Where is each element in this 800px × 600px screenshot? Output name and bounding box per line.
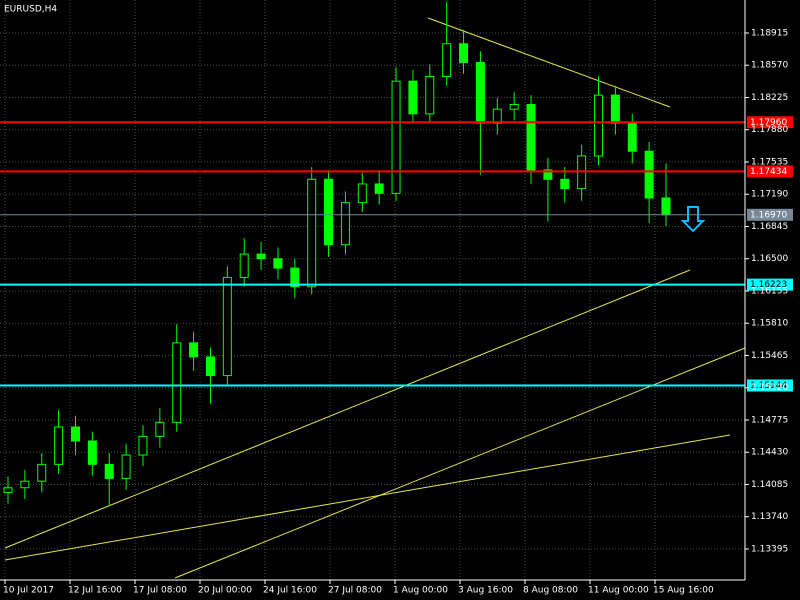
candle-body: [560, 178, 570, 190]
candle-body: [594, 94, 604, 157]
y-tick-label: 1.18915: [751, 28, 788, 38]
candle-body: [104, 463, 114, 479]
y-tick-label: 1.17880: [751, 125, 788, 135]
candle-body: [324, 178, 334, 246]
y-tick-label: 1.18225: [751, 93, 788, 103]
candle-body: [509, 104, 519, 110]
candle-body: [87, 440, 97, 465]
y-tick-label: 1.16155: [751, 286, 788, 296]
candle-body: [239, 253, 249, 278]
y-tick-label: 1.14430: [751, 448, 788, 458]
candle-body: [661, 197, 671, 216]
y-tick-label: 1.15120: [751, 383, 788, 393]
price-level-label: 1.17960: [750, 118, 787, 128]
x-tick-label: 27 Jul 08:00: [328, 586, 382, 596]
x-tick-label: 10 Jul 2017: [3, 586, 54, 596]
candle-body: [644, 150, 654, 199]
candles: [3, 1, 671, 507]
price-level-label: 1.16970: [750, 210, 787, 220]
candle-body: [408, 80, 418, 115]
x-tick-label: 1 Aug 00:00: [393, 586, 448, 596]
x-tick-label: 11 Aug 00:00: [588, 586, 649, 596]
candle-body: [121, 454, 131, 479]
chart-title: EURUSD,H4: [4, 5, 57, 15]
y-tick-label: 1.15810: [751, 319, 788, 329]
price-level-box: [747, 116, 793, 129]
candle-body: [37, 463, 47, 482]
candle-body: [492, 108, 502, 124]
y-tick-label: 1.14085: [751, 480, 788, 490]
trend-line: [4, 269, 691, 549]
candle-body: [205, 356, 215, 377]
price-level-box: [747, 278, 793, 291]
price-level-box: [747, 379, 793, 392]
candle-body: [3, 487, 13, 493]
x-tick-label: 17 Jul 08:00: [133, 586, 187, 596]
candle-body: [54, 426, 64, 465]
candle-body: [189, 342, 199, 358]
candle-body: [70, 426, 80, 442]
y-tick-label: 1.18570: [751, 61, 788, 71]
y-tick-label: 1.16500: [751, 254, 788, 264]
candle-body: [425, 75, 435, 115]
price-level-box: [747, 165, 793, 178]
candle-body: [475, 61, 485, 124]
candle-body: [256, 253, 266, 260]
y-tick-label: 1.15465: [751, 351, 788, 361]
candle-body: [172, 342, 182, 423]
sell-arrow: [680, 206, 706, 233]
trend-line: [4, 434, 731, 561]
y-tick-label: 1.13395: [751, 544, 788, 554]
x-tick-label: 24 Jul 16:00: [263, 586, 317, 596]
candle-body: [290, 267, 300, 288]
candle-body: [391, 80, 401, 194]
candle-body: [138, 435, 148, 456]
price-levels: 1.17960 1.17434 1.16970 1.16223 1.15144: [0, 116, 793, 392]
candle-body: [357, 183, 367, 204]
y-tick-label: 1.13740: [751, 512, 788, 522]
price-level-box: [747, 208, 793, 221]
x-tick-label: 8 Aug 08:00: [523, 586, 578, 596]
x-tick-label: 3 Aug 16:00: [458, 586, 513, 596]
price-level-label: 1.15144: [750, 381, 787, 391]
x-tick-label: 15 Aug 16:00: [653, 586, 714, 596]
candle-body: [459, 43, 469, 63]
candle-body: [307, 178, 317, 288]
y-tick-label: 1.17535: [751, 157, 788, 167]
candle-body: [340, 202, 350, 246]
y-tick-label: 1.17190: [751, 190, 788, 200]
candle-body: [610, 94, 620, 124]
candle-body: [442, 43, 452, 77]
price-level-label: 1.16223: [750, 280, 787, 290]
candle-body: [627, 122, 637, 152]
candle-body: [526, 104, 536, 171]
candle-body: [543, 169, 553, 180]
y-tick-label: 1.14775: [751, 415, 788, 425]
price-level-label: 1.17434: [750, 167, 787, 177]
candle-body: [374, 183, 384, 194]
candle-body: [222, 276, 232, 377]
x-tick-label: 12 Jul 16:00: [68, 586, 122, 596]
trend-line: [427, 17, 671, 108]
candle-body: [155, 421, 165, 437]
candle-body: [20, 480, 30, 489]
candle-body: [273, 258, 283, 269]
y-tick-label: 1.16845: [751, 222, 788, 232]
x-tick-label: 20 Jul 00:00: [198, 586, 252, 596]
